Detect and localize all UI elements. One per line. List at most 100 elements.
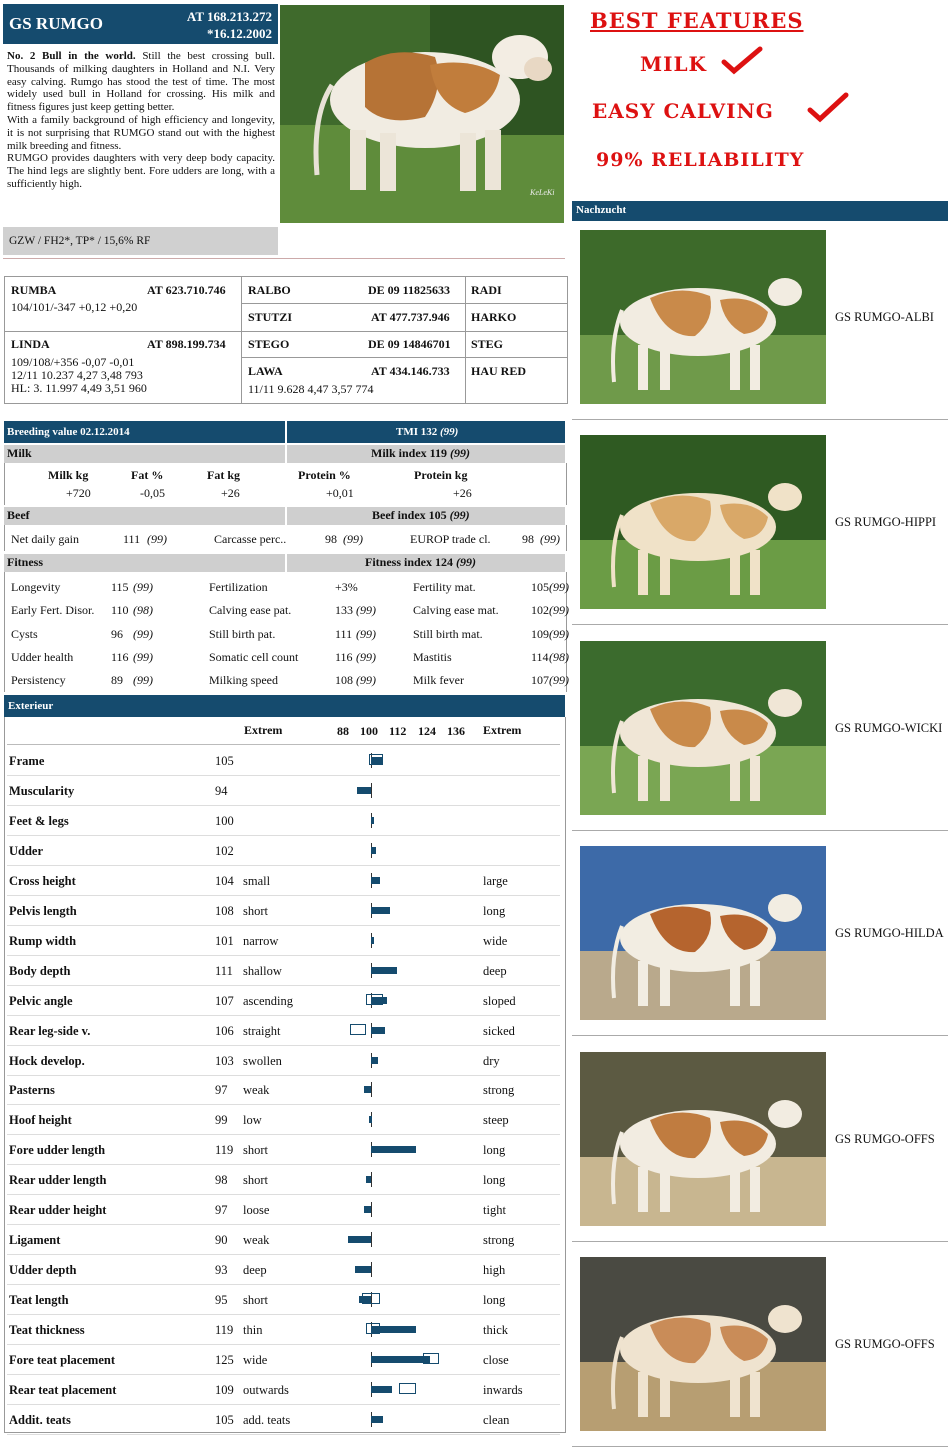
milk-values: Milk kg Fat % Fat kg Protein % Protein k… <box>4 463 567 505</box>
divider <box>3 258 565 259</box>
beef-value: 98 <box>522 532 534 546</box>
trait-label: Hoof height <box>9 1113 72 1128</box>
exterieur-row: Fore teat placement 125 wide close <box>7 1344 560 1375</box>
trait-label: Rear udder height <box>9 1203 107 1218</box>
exterieur-row: Pasterns 97 weak strong <box>7 1074 560 1106</box>
fitness-rel: (99) <box>133 580 153 594</box>
trait-value: 104 <box>215 873 234 888</box>
trait-low-extreme: wide <box>243 1353 268 1367</box>
trait-high-extreme: steep <box>483 1113 509 1128</box>
scale-tick: 136 <box>447 724 465 738</box>
exterieur-row: Frame 105 <box>7 745 560 776</box>
milk-value: +26 <box>221 486 240 500</box>
fitness-value: 107 <box>531 673 549 688</box>
trait-value: 107 <box>215 993 234 1008</box>
trait-bar <box>371 1026 386 1034</box>
fitness-item: Persistency <box>11 673 66 688</box>
beef-item: EUROP trade cl. <box>410 532 491 546</box>
trait-low-extreme: shallow <box>243 963 282 978</box>
fitness-value: 114 <box>531 649 549 664</box>
fitness-item: Calving ease pat. <box>209 603 292 618</box>
fitness-rel: (99) <box>549 673 569 688</box>
trait-bar <box>371 1326 416 1334</box>
offspring-divider <box>572 624 948 626</box>
offspring-name: GS RUMGO-HILDA <box>835 926 944 941</box>
milk-label: Milk <box>7 446 32 460</box>
trait-value: 109 <box>215 1382 234 1397</box>
desc-p3: RUMGO provides daughters with very deep … <box>7 152 275 190</box>
trait-range-box <box>399 1382 416 1394</box>
dss-name: STEG <box>471 337 504 351</box>
fitness-item: Cysts <box>11 626 38 641</box>
trait-high-extreme: long <box>483 1293 506 1308</box>
trait-high-extreme: strong <box>483 1233 515 1248</box>
sd-name: STUTZI <box>248 310 293 324</box>
trait-range-box <box>368 754 383 765</box>
exterieur-scale-row: Extrem 88 100 112 124 136 Extrem <box>7 720 560 745</box>
trait-bar <box>371 846 376 854</box>
milk-header: Fat kg <box>207 468 240 482</box>
trait-label: Rear teat placement <box>9 1382 117 1397</box>
fitness-item: Milk fever <box>413 673 464 688</box>
beef-values: Net daily gain 111 (99) Carcasse perc.. … <box>4 525 567 551</box>
tmi-rel: (99) <box>440 426 459 438</box>
fitness-rel: (99) <box>133 673 153 688</box>
trait-value: 105 <box>215 1412 234 1427</box>
milk-value: +720 <box>66 486 91 500</box>
trait-high-extreme: large <box>483 873 508 888</box>
fitness-item: Longevity <box>11 580 61 594</box>
fitness-value: 105 <box>531 580 549 594</box>
ds-name: STEGO <box>248 337 290 351</box>
trait-label: Pasterns <box>9 1083 55 1098</box>
breeding-header: Breeding value 02.12.2014 TMI 132 (99) <box>4 421 565 443</box>
trait-low-extreme: short <box>243 1173 268 1188</box>
fitness-bar: Fitness Fitness index 124 (99) <box>4 554 565 572</box>
offspring-name: GS RUMGO-HIPPI <box>835 515 937 530</box>
bull-dob: *16.12.2002 <box>207 26 272 41</box>
center-line <box>371 1202 372 1218</box>
offspring-name: GS RUMGO-ALBI <box>835 310 934 324</box>
offspring-photo <box>580 435 826 610</box>
nachzucht-title: Nachzucht <box>576 204 627 216</box>
fitness-value: 111 <box>335 626 353 641</box>
milk-header: Protein % <box>298 468 351 482</box>
trait-low-extreme: short <box>243 1143 268 1158</box>
offspring-photo <box>580 1051 826 1226</box>
trait-label: Udder depth <box>9 1263 77 1278</box>
exterieur-row: Hock develop. 103 swollen dry <box>7 1045 560 1076</box>
pedigree-table: RUMBA AT 623.710.746 104/101/-347 +0,12 … <box>4 276 568 404</box>
exterieur-row: Rear udder height 97 loose tight <box>7 1194 560 1226</box>
trait-value: 101 <box>215 933 234 948</box>
trait-high-extreme: thick <box>483 1323 508 1338</box>
sds-name: HARKO <box>471 310 517 324</box>
trait-label: Fore teat placement <box>9 1353 115 1367</box>
dam-data-2: 12/11 10.237 4,27 3,48 793 <box>11 368 143 382</box>
trait-bar <box>371 966 397 974</box>
extrem-low-header: Extrem <box>244 723 283 737</box>
exterieur-row: Teat thickness 119 thin thick <box>7 1314 560 1346</box>
trait-range-box <box>349 1023 367 1035</box>
beef-index-rel: (99) <box>449 508 470 522</box>
trait-bar <box>371 757 383 764</box>
sss-name: RADI <box>471 283 502 297</box>
trait-value: 108 <box>215 903 234 918</box>
feature-easy-calving: EASY CALVING <box>592 99 774 123</box>
trait-value: 100 <box>215 813 234 828</box>
trait-range-box <box>422 1353 440 1364</box>
feature-reliability: 99% RELIABILITY <box>596 149 805 171</box>
fitness-value: 102 <box>531 603 549 618</box>
trait-range-box <box>366 1323 381 1335</box>
beef-index-value: Beef index 105 <box>372 508 447 522</box>
trait-label: Udder <box>9 843 44 858</box>
exterieur-row: Ligament 90 weak strong <box>7 1224 560 1256</box>
trait-label: Ligament <box>9 1233 61 1248</box>
exterieur-frame <box>4 717 566 1433</box>
trait-bar <box>371 816 374 824</box>
trait-bar <box>354 1266 371 1274</box>
trait-high-extreme: clean <box>483 1412 510 1427</box>
trait-bar <box>371 906 390 914</box>
center-line <box>371 1232 372 1248</box>
exterieur-row: Rump width 101 narrow wide <box>7 925 560 956</box>
beef-value: 111 <box>123 532 141 546</box>
exterieur-row: Hoof height 99 low steep <box>7 1104 560 1136</box>
